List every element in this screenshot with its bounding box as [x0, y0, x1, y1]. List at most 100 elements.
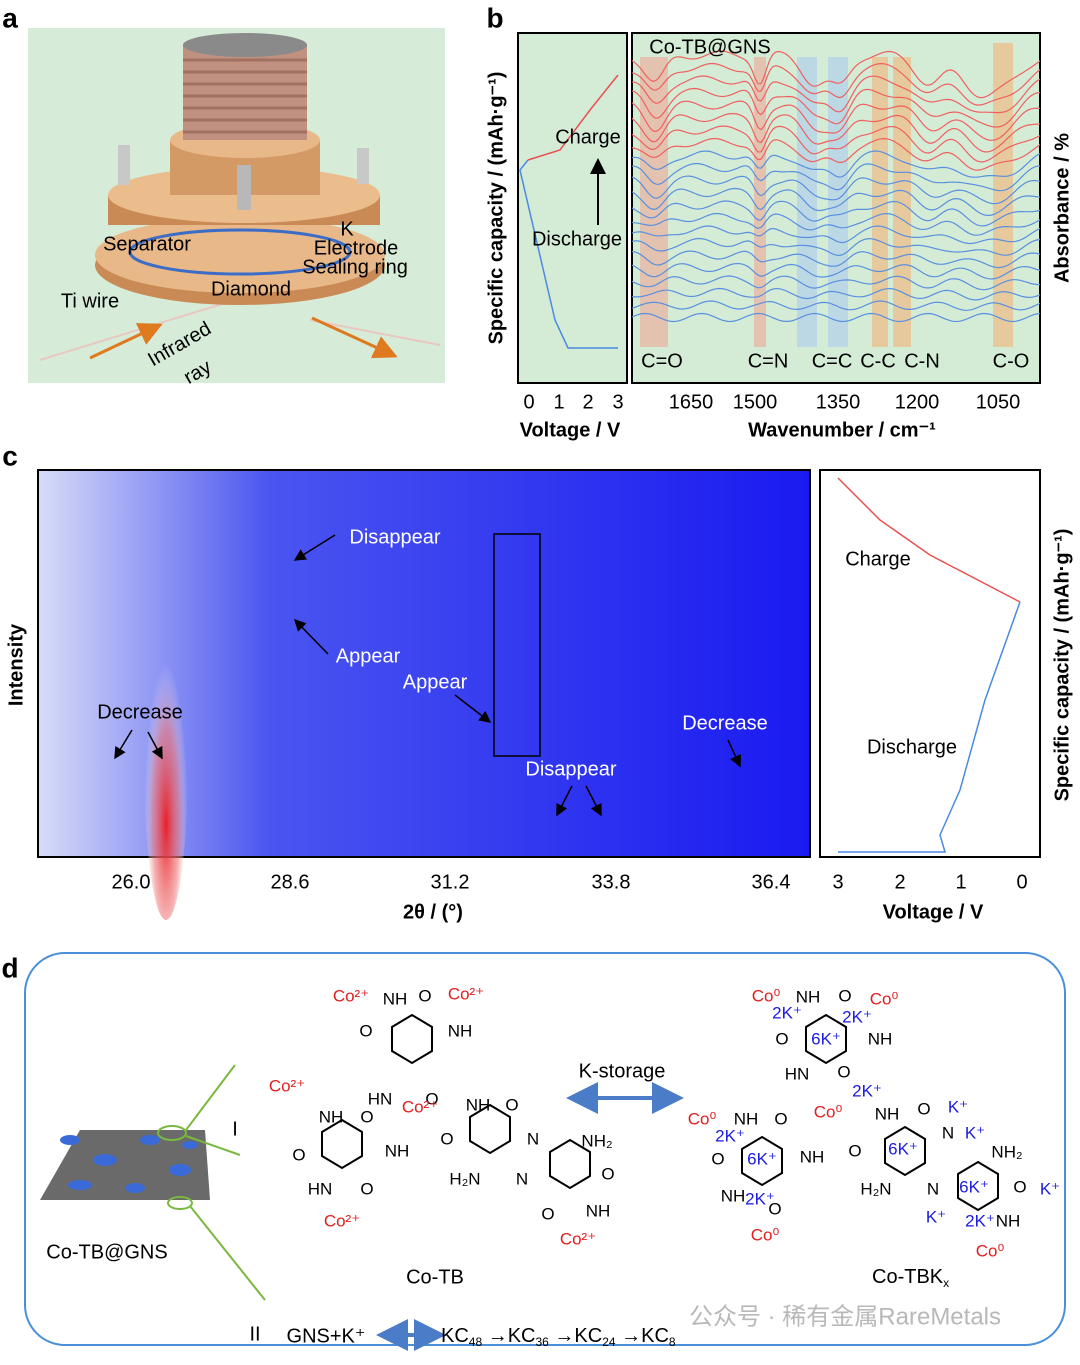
spectrum	[632, 137, 1040, 171]
atom-label: NH	[800, 1147, 825, 1166]
atom-label: O	[917, 1099, 930, 1118]
atom-label: O	[774, 1109, 787, 1128]
annotation: Disappear	[349, 526, 441, 548]
label: Co-TB	[406, 1266, 464, 1288]
atom-label: N	[942, 1123, 954, 1142]
atom-label: O	[505, 1095, 518, 1114]
panel-letter: a	[2, 2, 18, 33]
label: 2θ / (°)	[403, 901, 463, 923]
x-tick-label: 31.2	[431, 871, 470, 893]
atom-label: Co²⁺	[269, 1076, 305, 1095]
formula-part: 36	[536, 1335, 550, 1349]
spectrum	[632, 75, 1040, 114]
x-tick-label: 0	[523, 391, 534, 413]
atom-label: NH	[868, 1029, 893, 1048]
spectrum	[632, 300, 1040, 311]
atom-label: K⁺	[1040, 1179, 1060, 1198]
atom-label: HN	[368, 1089, 393, 1108]
label: Electrode	[314, 237, 399, 259]
band-label: C=N	[748, 350, 789, 372]
discharge-curve	[519, 159, 618, 349]
label: Voltage / V	[520, 419, 621, 441]
formula-part: →KC	[616, 1325, 669, 1347]
formula-part: →KC	[549, 1325, 602, 1347]
band-label: C-O	[993, 350, 1030, 372]
panel-letter: c	[2, 440, 18, 471]
atom-label: NH	[466, 1095, 491, 1114]
label: Discharge	[867, 736, 957, 758]
label: K	[340, 218, 354, 240]
atom-label: O	[848, 1141, 861, 1160]
x-tick-label: 1050	[976, 391, 1021, 413]
scheme-frame	[24, 952, 1066, 1346]
label: Specific capacity / (mAh·g⁻¹)	[1051, 529, 1073, 802]
atom-label: Co⁰	[814, 1102, 843, 1121]
formula: KC48 →KC36 →KC24 →KC8	[441, 1325, 676, 1349]
atom-label: NH	[385, 1141, 410, 1160]
annotation: Decrease	[97, 701, 183, 723]
annotation: Decrease	[682, 712, 768, 734]
atom-label: NH	[734, 1109, 759, 1128]
label: Ti wire	[61, 290, 119, 312]
spectrum	[632, 287, 1040, 301]
atom-label: 2K⁺	[745, 1189, 775, 1208]
atom-label: Co⁰	[751, 1225, 780, 1244]
atom-label: Co²⁺	[402, 1097, 438, 1116]
atom-label: O	[541, 1204, 554, 1223]
label: Diamond	[211, 278, 291, 300]
atom-label: N	[527, 1129, 539, 1148]
label: Charge	[555, 126, 621, 148]
formula-part: 8	[669, 1335, 676, 1349]
spectrum	[632, 150, 1040, 178]
spectrum	[632, 312, 1040, 323]
atom-label: K⁺	[948, 1097, 968, 1116]
atom-label: Co⁰	[976, 1241, 1005, 1260]
spectrum	[632, 212, 1040, 236]
atom-label: H₂N	[449, 1169, 480, 1188]
atom-label: NH	[721, 1186, 746, 1205]
label: Sealing ring	[302, 256, 408, 278]
formula: Co-TBKx	[872, 1266, 949, 1290]
formula-part: Co-TBK	[872, 1266, 944, 1288]
label: Co-TB@GNS	[649, 36, 770, 58]
atom-label: 2K⁺	[715, 1126, 745, 1145]
spectrum	[632, 163, 1040, 192]
atom-label: NH	[448, 1021, 473, 1040]
label: II	[249, 1323, 260, 1345]
atom-label: HN	[308, 1179, 333, 1198]
atom-label: 6K⁺	[959, 1177, 989, 1196]
panel-letter: d	[1, 952, 18, 983]
atom-label: O	[425, 1089, 438, 1108]
band-label: C=C	[812, 350, 853, 372]
x-tick-label: 3	[832, 871, 843, 893]
atom-label: O	[418, 986, 431, 1005]
label: Voltage / V	[883, 901, 984, 923]
atom-label: 2K⁺	[772, 1003, 802, 1022]
atom-label: N	[516, 1169, 528, 1188]
x-tick-label: 1	[553, 391, 564, 413]
atom-label: O	[601, 1164, 614, 1183]
atom-label: 2K⁺	[965, 1211, 995, 1230]
atom-label: 6K⁺	[888, 1139, 918, 1158]
atom-label: O	[360, 1107, 373, 1126]
x-tick-label: 1	[955, 871, 966, 893]
atom-label: O	[768, 1199, 781, 1218]
plot-frame	[819, 469, 1041, 858]
atom-label: O	[359, 1021, 372, 1040]
spectrum	[632, 125, 1040, 163]
atom-label: O	[360, 1179, 373, 1198]
x-tick-label: 3	[612, 391, 623, 413]
atom-label: K⁺	[926, 1207, 946, 1226]
x-tick-label: 1200	[895, 391, 940, 413]
label: Intensity	[5, 623, 27, 706]
band-label: C-N	[904, 350, 940, 372]
x-tick-label: 28.6	[271, 871, 310, 893]
atom-label: Co⁰	[870, 989, 899, 1008]
x-tick-label: 2	[582, 391, 593, 413]
label: Charge	[845, 548, 911, 570]
spectrum	[632, 275, 1040, 291]
formula-part: KC	[441, 1325, 469, 1347]
panel-letter: b	[486, 2, 503, 33]
atom-label: Co⁰	[688, 1109, 717, 1128]
